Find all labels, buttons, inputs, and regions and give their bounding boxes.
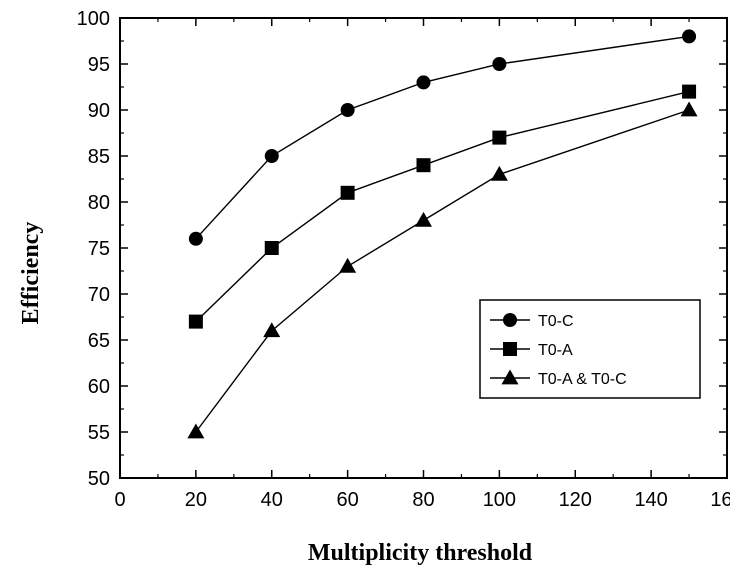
y-tick-label: 75 <box>88 238 110 260</box>
legend-entry: T0-A & T0-C <box>490 369 627 388</box>
y-tick-label: 65 <box>88 330 110 352</box>
x-tick-label: 120 <box>559 489 592 511</box>
data-point <box>682 84 697 99</box>
data-point <box>492 130 507 145</box>
data-point <box>188 314 203 329</box>
series-line <box>195 35 690 240</box>
legend-marker <box>503 313 517 327</box>
data-point <box>340 103 355 117</box>
y-tick-label: 80 <box>88 192 110 214</box>
series-0 <box>188 29 697 246</box>
legend-label: T0-C <box>538 313 574 330</box>
y-tick-label: 60 <box>88 376 110 398</box>
y-tick-label: 100 <box>77 8 110 30</box>
y-tick-label: 70 <box>88 284 110 306</box>
legend-entry: T0-A <box>490 342 573 359</box>
series-2 <box>187 101 698 439</box>
legend: T0-C T0-A T0-A & T0-C <box>479 299 701 399</box>
y-tick-label: 55 <box>88 422 110 444</box>
data-point <box>416 75 431 90</box>
data-point <box>682 29 697 44</box>
series-line <box>195 109 690 433</box>
data-point <box>492 57 507 71</box>
x-tick-label: 100 <box>483 489 516 511</box>
y-tick-label: 50 <box>88 468 110 490</box>
data-point <box>490 165 508 181</box>
legend-marker <box>501 369 519 385</box>
legend-label: T0-A & T0-C <box>538 371 627 388</box>
data-point <box>340 185 355 200</box>
legend-entry: T0-C <box>490 313 574 330</box>
series-line <box>195 90 690 323</box>
data-point <box>188 231 203 246</box>
data-point <box>187 423 205 439</box>
data-point <box>339 257 357 273</box>
axes: 0 20 40 60 80 100 120 140 160 50 55 60 65 70 75 80 85 90 9… <box>77 8 730 511</box>
x-axis-title: Multiplicity threshold <box>308 540 533 566</box>
data-point <box>263 322 281 338</box>
data-point <box>415 211 432 227</box>
y-tick-label: 95 <box>88 54 110 76</box>
data-point <box>264 149 279 163</box>
legend-marker <box>503 342 517 356</box>
x-tick-label: 20 <box>185 489 207 511</box>
y-tick-label: 90 <box>88 100 110 122</box>
series-1 <box>188 84 697 329</box>
legend-label: T0-A <box>538 342 573 359</box>
x-tick-label: 160 <box>710 489 730 511</box>
data-point <box>680 101 698 117</box>
x-tick-label: 140 <box>634 489 667 511</box>
x-tick-label: 40 <box>261 489 283 511</box>
x-tick-label: 60 <box>337 489 359 511</box>
x-tick-label: 80 <box>412 489 434 511</box>
data-point <box>264 241 279 255</box>
y-tick-label: 85 <box>88 146 110 168</box>
y-axis-title: Efficiency <box>18 222 44 325</box>
x-tick-label: 0 <box>114 489 125 511</box>
series-layer <box>187 29 698 439</box>
data-point <box>416 158 431 173</box>
